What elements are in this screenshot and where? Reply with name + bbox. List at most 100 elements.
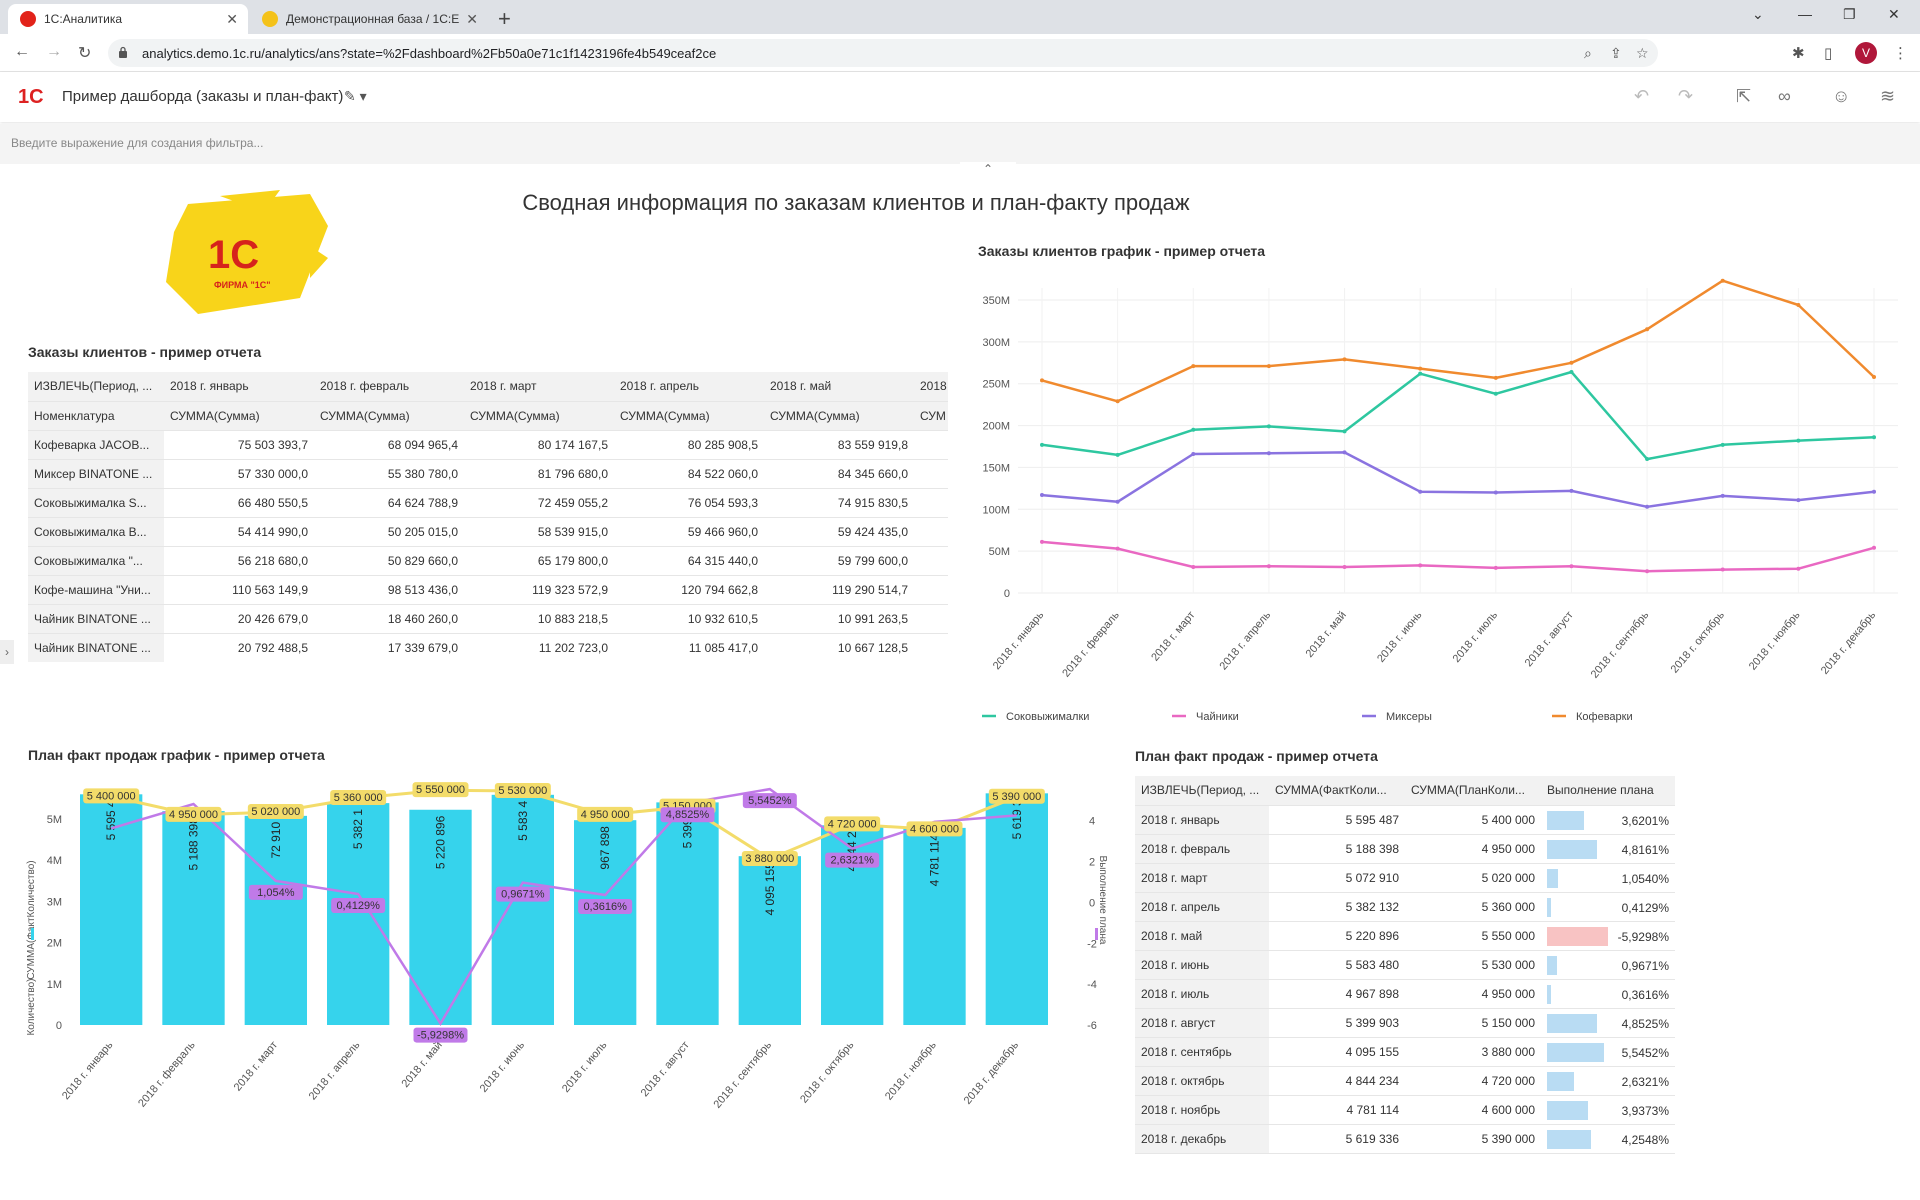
data-point[interactable] (1796, 438, 1801, 443)
data-point[interactable] (1418, 563, 1423, 568)
fact-bar[interactable] (80, 794, 143, 1025)
minimize-icon[interactable]: — (1798, 6, 1812, 22)
reload-icon[interactable]: ↻ (78, 45, 92, 62)
window-close-icon[interactable]: ✕ (1888, 6, 1900, 22)
browser-tab[interactable]: Демонстрационная база / 1С:ERP ✕ (250, 4, 488, 34)
restore-icon[interactable]: ❐ (1843, 6, 1856, 22)
data-point[interactable] (1040, 378, 1044, 383)
table-row[interactable]: 2018 г. ноябрь 4 781 114 4 600 000 3,9373% (1135, 1095, 1675, 1125)
table-row[interactable]: Чайник BINATONE ... 20 426 679,0 18 460 26… (28, 604, 948, 634)
table-row[interactable]: Соковыжималка B... 54 414 990,0 50 205 015… (28, 517, 948, 547)
back-icon[interactable]: ← (14, 43, 30, 60)
data-point[interactable] (1872, 375, 1876, 380)
table-row[interactable]: Соковыжималка "... 56 218 680,0 50 829 660… (28, 546, 948, 576)
table-row[interactable]: 2018 г. апрель 5 382 132 5 360 000 0,4129% (1135, 892, 1675, 922)
side-panel-toggle-icon[interactable]: › (0, 640, 14, 664)
table-row[interactable]: 2018 г. июнь 5 583 480 5 530 000 0,9671% (1135, 950, 1675, 980)
share-icon[interactable]: ⇪ (1610, 45, 1622, 61)
data-point[interactable] (1115, 452, 1120, 457)
data-point[interactable] (1040, 442, 1044, 447)
table-row[interactable]: 2018 г. декабрь 5 619 336 5 390 000 4,2548% (1135, 1124, 1675, 1154)
browser-menu-icon[interactable]: ⋮ (1893, 45, 1908, 62)
new-tab-icon[interactable]: + (498, 6, 511, 31)
fact-bar[interactable] (574, 820, 637, 1025)
legend-label[interactable]: Соковыжималки (1006, 711, 1089, 723)
data-point[interactable] (1720, 493, 1725, 498)
fact-bar[interactable] (656, 802, 719, 1025)
table-row[interactable]: Соковыжималка S... 66 480 550,5 64 624 788… (28, 488, 948, 518)
legend-label[interactable]: Чайники (1196, 711, 1239, 723)
data-point[interactable] (1266, 451, 1271, 456)
table-row[interactable]: 2018 г. январь 5 595 487 5 400 000 3,6201% (1135, 805, 1675, 835)
table-row[interactable]: 2018 г. сентябрь 4 095 155 3 880 000 5,5452… (1135, 1037, 1675, 1067)
fact-bar[interactable] (162, 811, 225, 1025)
data-point[interactable] (1493, 490, 1498, 495)
data-point[interactable] (1645, 327, 1650, 332)
data-point[interactable] (1191, 565, 1196, 570)
data-point[interactable] (1266, 364, 1271, 369)
zoom-icon[interactable]: ⌕ (1584, 45, 1592, 61)
data-point[interactable] (1342, 565, 1347, 570)
data-point[interactable] (1720, 442, 1725, 447)
series-line-coffee[interactable] (1041, 279, 1875, 403)
data-point[interactable] (1796, 303, 1801, 308)
data-point[interactable] (1342, 357, 1347, 362)
fact-bar[interactable] (491, 794, 554, 1025)
data-point[interactable] (1266, 424, 1271, 429)
data-point[interactable] (1569, 360, 1574, 365)
table-row[interactable]: Кофе-машина "Уни... 110 563 149,9 98 513 4… (28, 575, 948, 605)
open-external-icon[interactable]: ⇱ (1736, 86, 1752, 106)
dashboard-title[interactable]: Пример дашборда (заказы и план-факт) (62, 88, 344, 105)
data-point[interactable] (1872, 435, 1876, 440)
data-point[interactable] (1872, 545, 1876, 550)
fact-bar[interactable] (738, 856, 801, 1025)
data-point[interactable] (1040, 493, 1044, 498)
omnibox[interactable]: analytics.demo.1c.ru/analytics/ans?state… (108, 39, 1658, 67)
legend-label[interactable]: Кофеварки (1576, 711, 1633, 723)
close-icon[interactable]: ✕ (226, 10, 238, 27)
data-point[interactable] (1569, 369, 1574, 374)
data-point[interactable] (1569, 564, 1574, 569)
extensions-icon[interactable]: ✱ (1792, 45, 1805, 62)
edit-pencil-icon[interactable]: ✎ ▾ (344, 88, 367, 104)
collapse-filter-icon[interactable]: ⌃ (960, 162, 1016, 178)
data-point[interactable] (1418, 366, 1423, 371)
plan-percent-line[interactable] (110, 787, 1017, 1027)
data-point[interactable] (1645, 504, 1650, 509)
undo-icon[interactable]: ↶ (1634, 86, 1650, 106)
series-line-mixers[interactable] (1041, 451, 1875, 509)
profile-avatar[interactable]: V (1855, 42, 1877, 64)
data-point[interactable] (1191, 364, 1196, 369)
link-icon[interactable]: ∞ (1778, 86, 1791, 106)
data-point[interactable] (1645, 457, 1650, 462)
fact-bar[interactable] (244, 815, 307, 1025)
data-point[interactable] (1266, 564, 1271, 569)
data-point[interactable] (1569, 488, 1574, 493)
orders-table-scroll[interactable]: ИЗВЛЕЧЬ(Период, ... 2018 г. январь 2018 г.… (28, 372, 948, 662)
data-point[interactable] (1720, 567, 1725, 572)
data-point[interactable] (1115, 399, 1120, 404)
table-row[interactable]: 2018 г. август 5 399 903 5 150 000 4,8525% (1135, 1008, 1675, 1038)
data-point[interactable] (1645, 569, 1650, 574)
data-point[interactable] (1418, 371, 1423, 376)
table-row[interactable]: Чайник BINATONE ... 20 792 488,5 17 339 67… (28, 633, 948, 662)
data-point[interactable] (1720, 278, 1725, 283)
data-point[interactable] (1342, 429, 1347, 434)
fact-bar[interactable] (903, 827, 966, 1025)
tab-search-icon[interactable]: ⌄ (1752, 6, 1764, 22)
filter-input[interactable]: Введите выражение для создания фильтра..… (0, 124, 1920, 164)
close-icon[interactable]: ✕ (466, 10, 478, 27)
data-point[interactable] (1872, 489, 1876, 494)
bookmark-star-icon[interactable]: ☆ (1636, 45, 1649, 61)
data-point[interactable] (1115, 546, 1120, 551)
data-point[interactable] (1493, 391, 1498, 396)
table-row[interactable]: 2018 г. февраль 5 188 398 4 950 000 4,8161% (1135, 834, 1675, 864)
table-row[interactable]: 2018 г. октябрь 4 844 234 4 720 000 2,6321% (1135, 1066, 1675, 1096)
data-point[interactable] (1191, 427, 1196, 432)
table-row[interactable]: Миксер BINATONE ... 57 330 000,0 55 380 78… (28, 459, 948, 489)
settings-lines-icon[interactable]: ≋ (1880, 86, 1896, 106)
table-row[interactable]: 2018 г. май 5 220 896 5 550 000 -5,9298% (1135, 921, 1675, 951)
browser-tab-active[interactable]: 1С:Аналитика ✕ (8, 4, 248, 34)
data-point[interactable] (1115, 499, 1120, 504)
data-point[interactable] (1796, 566, 1801, 571)
